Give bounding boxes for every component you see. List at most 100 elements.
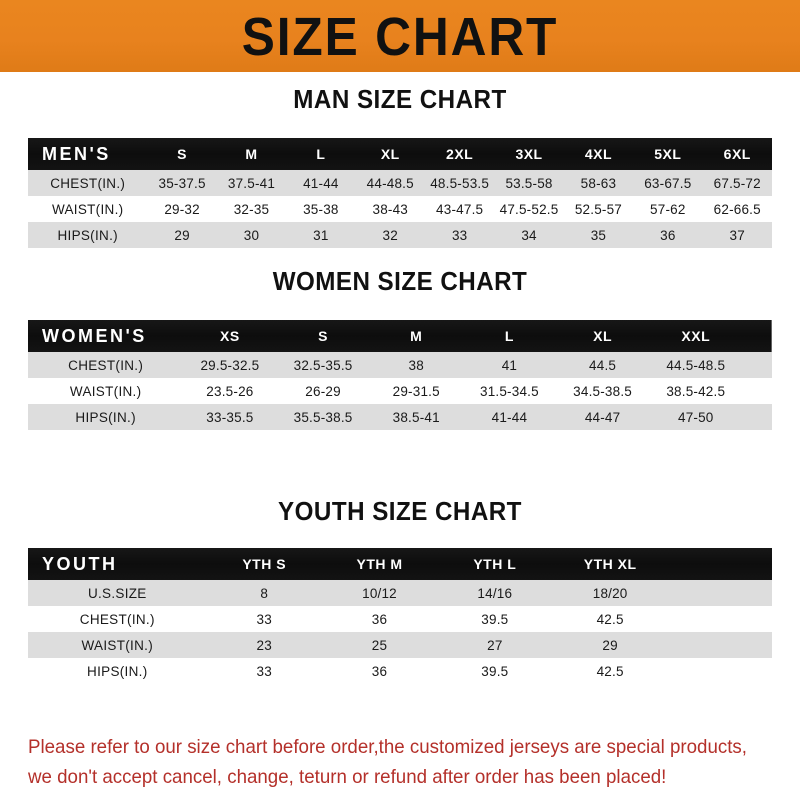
- table-row: WAIST(IN.) 23.5-26 26-29 29-31.5 31.5-34.5 34…: [28, 378, 772, 404]
- men-column-header: 4XL: [584, 146, 613, 162]
- measurement-cell: [742, 352, 772, 378]
- measurement-cell: 38.5-42.5: [666, 383, 726, 399]
- table-row: U.S.SIZE 8 10/12 14/16 18/20: [28, 580, 772, 606]
- page-banner: SIZE CHART: [0, 0, 800, 72]
- footer-note-line-2: we don't accept cancel, change, teturn o…: [28, 766, 667, 789]
- measurement-cell: 44-47: [584, 409, 621, 425]
- measurement-cell: 34: [521, 227, 537, 243]
- measurement-cell: 33: [451, 227, 468, 243]
- measurement-cell: [668, 580, 772, 606]
- measurement-cell: 29-32: [164, 201, 200, 217]
- measurement-cell: 36: [660, 227, 676, 243]
- measurement-cell: [668, 632, 772, 658]
- measurement-cell: 36: [371, 663, 388, 679]
- measurement-cell: 43-47.5: [436, 201, 484, 217]
- table-row: WAIST(IN.) 23 25 27 29: [28, 632, 772, 658]
- women-column-header: M: [410, 328, 423, 344]
- men-size-table: MEN'S S M L XL 2XL 3XL 4XL 5XL 6XL CHEST(IN.) 35-37…: [28, 138, 772, 248]
- table-row: CHEST(IN.) 35-37.5 37.5-41 41-44 44-48.5 48.5…: [28, 170, 772, 196]
- table-row: HIPS(IN.) 33 36 39.5 42.5: [28, 658, 772, 684]
- measurement-cell: 38-43: [372, 201, 409, 217]
- row-label: CHEST(IN.): [68, 357, 144, 373]
- measurement-cell: 10/12: [362, 585, 397, 601]
- women-table-header-label: WOMEN'S: [42, 325, 147, 346]
- measurement-cell: 35: [590, 227, 607, 243]
- measurement-cell: 44.5-48.5: [666, 357, 726, 373]
- measurement-cell: 33-35.5: [206, 409, 254, 425]
- measurement-cell: 23: [256, 637, 272, 653]
- women-column-header: L: [504, 328, 514, 344]
- measurement-cell: 29-31.5: [392, 383, 440, 399]
- measurement-cell: 23.5-26: [206, 383, 254, 399]
- measurement-cell: 25: [371, 637, 388, 653]
- measurement-cell: 35.5-38.5: [293, 409, 353, 425]
- measurement-cell: 41: [501, 357, 518, 373]
- women-column-header: S: [318, 328, 328, 344]
- measurement-cell: 18/20: [592, 585, 628, 601]
- table-row: CHEST(IN.) 33 36 39.5 42.5: [28, 606, 772, 632]
- measurement-cell: 14/16: [477, 585, 513, 601]
- measurement-cell: 35-37.5: [158, 175, 206, 191]
- row-label: WAIST(IN.): [51, 201, 124, 217]
- measurement-cell: [668, 606, 772, 632]
- measurement-cell: 33: [256, 611, 272, 627]
- measurement-cell: 58-63: [580, 175, 617, 191]
- measurement-cell: 47.5-52.5: [499, 201, 559, 217]
- row-label: HIPS(IN.): [87, 663, 148, 679]
- measurement-cell: 26-29: [305, 383, 341, 399]
- row-label: WAIST(IN.): [69, 383, 142, 399]
- measurement-cell: 29: [602, 637, 618, 653]
- table-row: HIPS(IN.) 33-35.5 35.5-38.5 38.5-41 41-44 44-…: [28, 404, 772, 430]
- measurement-cell: 34.5-38.5: [573, 383, 633, 399]
- youth-column-header: [668, 548, 772, 580]
- women-column-header: XL: [593, 328, 613, 344]
- measurement-cell: 32-35: [233, 201, 270, 217]
- page-title: SIZE CHART: [241, 7, 559, 67]
- women-column-header: XXL: [681, 328, 711, 344]
- men-section-title: MAN SIZE CHART: [293, 84, 507, 114]
- women-column-header: XS: [220, 328, 240, 344]
- measurement-cell: 37: [729, 227, 745, 243]
- measurement-cell: 31: [313, 227, 329, 243]
- measurement-cell: 63-67.5: [644, 175, 692, 191]
- men-column-header: XL: [380, 146, 400, 162]
- men-column-header: S: [177, 146, 187, 162]
- youth-column-header: YTH XL: [583, 556, 637, 572]
- men-table-header-row: MEN'S S M L XL 2XL 3XL 4XL 5XL 6XL: [28, 138, 772, 170]
- youth-column-header: YTH L: [473, 556, 517, 572]
- measurement-cell: 8: [260, 585, 269, 601]
- measurement-cell: 41-44: [303, 175, 339, 191]
- measurement-cell: 36: [371, 611, 388, 627]
- measurement-cell: 31.5-34.5: [479, 383, 539, 399]
- youth-column-header: YTH S: [242, 556, 287, 572]
- measurement-cell: 39.5: [481, 611, 509, 627]
- measurement-cell: 53.5-58: [505, 175, 553, 191]
- men-column-header: L: [316, 146, 326, 162]
- measurement-cell: 38.5-41: [392, 409, 440, 425]
- measurement-cell: 67.5-72: [713, 175, 761, 191]
- men-column-header: 5XL: [654, 146, 682, 162]
- row-label: HIPS(IN.): [57, 227, 118, 243]
- men-column-header: 6XL: [723, 146, 751, 162]
- measurement-cell: 52.5-57: [574, 201, 623, 217]
- youth-section-title: YOUTH SIZE CHART: [278, 496, 522, 526]
- women-size-table: WOMEN'S XS S M L XL XXL CHEST(IN.) 29.5-32.5 32.5…: [28, 320, 772, 430]
- measurement-cell: 29: [174, 227, 190, 243]
- men-table-header-label: MEN'S: [42, 143, 111, 164]
- youth-table-header-row: YOUTH YTH S YTH M YTH L YTH XL: [28, 548, 772, 580]
- measurement-cell: 44-48.5: [366, 175, 414, 191]
- row-label: WAIST(IN.): [81, 637, 154, 653]
- men-column-header: M: [245, 146, 258, 162]
- measurement-cell: 38: [408, 357, 424, 373]
- measurement-cell: 48.5-53.5: [430, 175, 490, 191]
- youth-table-header-label: YOUTH: [42, 553, 118, 574]
- table-row: CHEST(IN.) 29.5-32.5 32.5-35.5 38 41 44.5 44.5…: [28, 352, 772, 378]
- women-table-header-row: WOMEN'S XS S M L XL XXL: [28, 320, 772, 352]
- women-section-title: WOMEN SIZE CHART: [272, 266, 528, 296]
- measurement-cell: 39.5: [481, 663, 509, 679]
- footer-note-line-1: Please refer to our size chart before or…: [28, 736, 747, 758]
- measurement-cell: 41-44: [491, 409, 528, 425]
- row-label: CHEST(IN.): [50, 175, 126, 191]
- row-label: HIPS(IN.): [75, 409, 136, 425]
